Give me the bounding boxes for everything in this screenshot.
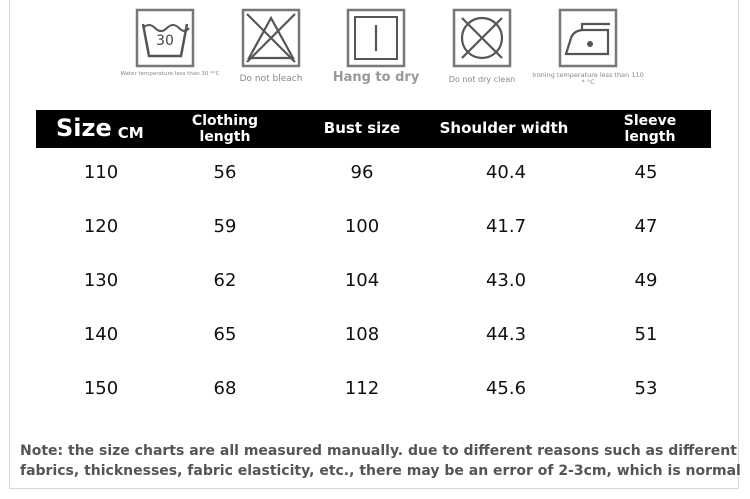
cell-bust-size: 112	[344, 377, 380, 399]
table-row: 120 59 100 41.7 47	[36, 211, 711, 241]
wash-30-icon: 30	[135, 8, 195, 68]
no-bleach-icon	[241, 8, 301, 68]
cell-bust-size: 104	[344, 269, 380, 291]
cell-clothing-length: 56	[213, 161, 237, 183]
table-row: 140 65 108 44.3 51	[36, 319, 711, 349]
cell-sleeve-length: 47	[634, 215, 658, 237]
cell-shoulder-width: 44.3	[485, 323, 527, 345]
header-shoulder-width: Shoulder width	[439, 119, 569, 138]
header-size: Size CM	[56, 110, 176, 148]
size-label: Size	[56, 114, 112, 143]
care-label-wash: Water temperature less than 30 *°C	[120, 71, 220, 77]
care-label-iron: Ironing temperature less than 110 * °C	[532, 71, 644, 86]
cell-clothing-length: 68	[213, 377, 237, 399]
cell-size: 130	[83, 269, 119, 291]
care-label-hang: Hang to dry	[332, 70, 420, 85]
header-sleeve-length: Sleeve length	[623, 112, 677, 145]
cell-shoulder-width: 41.7	[485, 215, 527, 237]
wash-temp-text: 30	[156, 33, 174, 49]
cell-size: 140	[83, 323, 119, 345]
header-bust-size: Bust size	[323, 119, 401, 138]
cell-shoulder-width: 43.0	[485, 269, 527, 291]
cell-clothing-length: 65	[213, 323, 237, 345]
cell-sleeve-length: 49	[634, 269, 658, 291]
cell-bust-size: 100	[344, 215, 380, 237]
cell-clothing-length: 62	[213, 269, 237, 291]
hang-dry-icon	[346, 8, 406, 68]
table-row: 130 62 104 43.0 49	[36, 265, 711, 295]
care-label-bleach: Do not bleach	[239, 74, 303, 84]
cell-clothing-length: 59	[213, 215, 237, 237]
iron-icon	[558, 8, 618, 68]
cell-sleeve-length: 53	[634, 377, 658, 399]
cell-size: 150	[83, 377, 119, 399]
unit-label: CM	[117, 124, 144, 143]
care-label-dry-clean: Do not dry clean	[448, 75, 516, 84]
note-line-1: Note: the size charts are all measured m…	[20, 443, 737, 459]
chart-frame	[9, 0, 739, 489]
cell-shoulder-width: 40.4	[485, 161, 527, 183]
cell-bust-size: 96	[350, 161, 374, 183]
cell-sleeve-length: 45	[634, 161, 658, 183]
cell-sleeve-length: 51	[634, 323, 658, 345]
note-line-2: fabrics, thicknesses, fabric elasticity,…	[20, 463, 741, 479]
cell-size: 110	[83, 161, 119, 183]
table-row: 110 56 96 40.4 45	[36, 157, 711, 187]
cell-shoulder-width: 45.6	[485, 377, 527, 399]
table-header: Size CM Clothing length Bust size Should…	[36, 110, 711, 148]
cell-size: 120	[83, 215, 119, 237]
table-row: 150 68 112 45.6 53	[36, 373, 711, 403]
no-dry-clean-icon	[452, 8, 512, 68]
cell-bust-size: 108	[344, 323, 380, 345]
header-clothing-length: Clothing length	[191, 112, 259, 145]
